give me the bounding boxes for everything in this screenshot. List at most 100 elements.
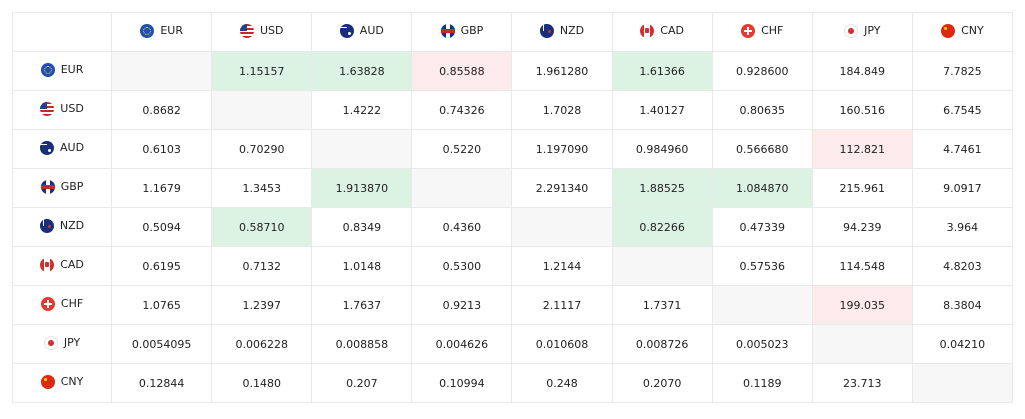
japan-flag-icon [43, 335, 58, 350]
rate-cell: 0.5300 [411, 246, 513, 286]
rate-cell: 4.8203 [911, 246, 1014, 286]
rate-cell: 2.1117 [511, 285, 613, 325]
rate-cell: 0.2070 [611, 363, 713, 403]
column-header-nzd: NZD [511, 12, 613, 52]
rate-cell [311, 129, 413, 169]
rate-cell: 6.7545 [911, 90, 1014, 130]
row-currency-code-label: CNY [60, 375, 84, 388]
rate-cell: 1.0765 [111, 285, 213, 325]
rate-cell: 0.207 [311, 363, 413, 403]
row-currency-chf: CHF [40, 296, 83, 311]
row-header-chf: CHF [11, 285, 113, 325]
rate-cell: 0.006228 [211, 324, 313, 364]
rate-cell: 0.12844 [111, 363, 213, 403]
rate-cell: 2.291340 [511, 168, 613, 208]
row-currency-nzd: NZD [39, 218, 85, 233]
column-currency-code-label: CHF [761, 24, 784, 37]
rate-cell: 0.9213 [411, 285, 513, 325]
column-header-cny: CNY [911, 12, 1014, 52]
currency-cross-rates-table: EUR USD AUD GBP NZD CAD CHF JPY CNY EUR 1.15157 1.… [11, 12, 1014, 403]
rate-cell: 0.80635 [711, 90, 813, 130]
row-header-jpy: JPY [11, 324, 113, 364]
uk-flag-icon [440, 23, 455, 38]
column-currency-cad: CAD [640, 23, 684, 38]
row-currency-code-label: EUR [60, 63, 84, 76]
rate-cell: 184.849 [811, 51, 913, 91]
table-row: JPY 0.0054095 0.006228 0.008858 0.004626 0.01… [11, 324, 1014, 364]
cross-rates-widget: EUR USD AUD GBP NZD CAD CHF JPY CNY EUR 1.15157 1.… [11, 12, 1014, 403]
row-header-cad: CAD [11, 246, 113, 286]
rate-cell: 114.548 [811, 246, 913, 286]
row-currency-code-label: JPY [63, 336, 81, 349]
rate-cell: 1.15157 [211, 51, 313, 91]
rate-cell: 0.85588 [411, 51, 513, 91]
switzerland-flag-icon [741, 23, 756, 38]
rate-cell: 9.0917 [911, 168, 1014, 208]
row-currency-code-label: NZD [59, 219, 85, 232]
row-currency-eur: EUR [40, 62, 84, 77]
rate-cell: 23.713 [811, 363, 913, 403]
table-row: CNY 0.12844 0.1480 0.207 0.10994 0.248 0.2070 0… [11, 363, 1014, 403]
rate-cell: 0.6195 [111, 246, 213, 286]
rate-cell: 0.004626 [411, 324, 513, 364]
rate-cell: 112.821 [811, 129, 913, 169]
column-currency-code-label: CAD [660, 24, 684, 37]
column-header-jpy: JPY [811, 12, 913, 52]
row-currency-code-label: AUD [60, 141, 85, 154]
rate-cell: 3.964 [911, 207, 1014, 247]
rate-cell: 1.7371 [611, 285, 713, 325]
column-currency-eur: EUR [140, 23, 183, 38]
row-header-nzd: NZD [11, 207, 113, 247]
row-currency-jpy: JPY [43, 335, 81, 350]
column-currency-code-label: NZD [559, 24, 585, 37]
column-currency-code-label: JPY [864, 24, 881, 37]
rate-cell: 0.1189 [711, 363, 813, 403]
column-currency-code-label: GBP [460, 24, 484, 37]
row-header-gbp: GBP [11, 168, 113, 208]
row-currency-aud: AUD [40, 140, 85, 155]
rate-cell: 0.10994 [411, 363, 513, 403]
table-row: GBP 1.1679 1.3453 1.913870 2.291340 1.88525 1.… [11, 168, 1014, 208]
new-zealand-flag-icon [39, 218, 54, 233]
column-currency-jpy: JPY [844, 23, 881, 38]
rate-cell: 0.5220 [411, 129, 513, 169]
rate-cell: 1.7028 [511, 90, 613, 130]
australia-flag-icon [339, 23, 354, 38]
rate-cell: 0.0054095 [111, 324, 213, 364]
row-currency-code-label: USD [60, 102, 84, 115]
rate-cell: 1.197090 [511, 129, 613, 169]
rate-cell: 0.5094 [111, 207, 213, 247]
rate-cell: 1.913870 [311, 168, 413, 208]
rate-cell: 0.70290 [211, 129, 313, 169]
rate-cell: 0.8682 [111, 90, 213, 130]
rate-cell: 215.961 [811, 168, 913, 208]
rate-cell: 160.516 [811, 90, 913, 130]
rate-cell [511, 207, 613, 247]
rate-cell: 0.005023 [711, 324, 813, 364]
rate-cell: 0.008726 [611, 324, 713, 364]
rate-cell: 0.4360 [411, 207, 513, 247]
column-header-usd: USD [211, 12, 313, 52]
us-flag-icon [239, 23, 254, 38]
us-flag-icon [40, 101, 55, 116]
rate-cell: 1.61366 [611, 51, 713, 91]
rate-cell: 1.7637 [311, 285, 413, 325]
column-header-gbp: GBP [411, 12, 513, 52]
rate-cell [811, 324, 913, 364]
column-currency-aud: AUD [339, 23, 384, 38]
japan-flag-icon [844, 23, 859, 38]
column-currency-code-label: USD [259, 24, 284, 37]
rate-cell [711, 285, 813, 325]
rate-cell [611, 246, 713, 286]
column-currency-code-label: EUR [160, 24, 183, 37]
rate-cell: 0.010608 [511, 324, 613, 364]
rate-cell: 0.58710 [211, 207, 313, 247]
column-currency-cny: CNY [941, 23, 984, 38]
rate-cell: 1.2144 [511, 246, 613, 286]
rate-cell: 1.88525 [611, 168, 713, 208]
column-header-chf: CHF [711, 12, 813, 52]
eu-flag-icon [40, 62, 55, 77]
rate-cell: 0.6103 [111, 129, 213, 169]
rate-cell [411, 168, 513, 208]
rate-cell: 7.7825 [911, 51, 1014, 91]
